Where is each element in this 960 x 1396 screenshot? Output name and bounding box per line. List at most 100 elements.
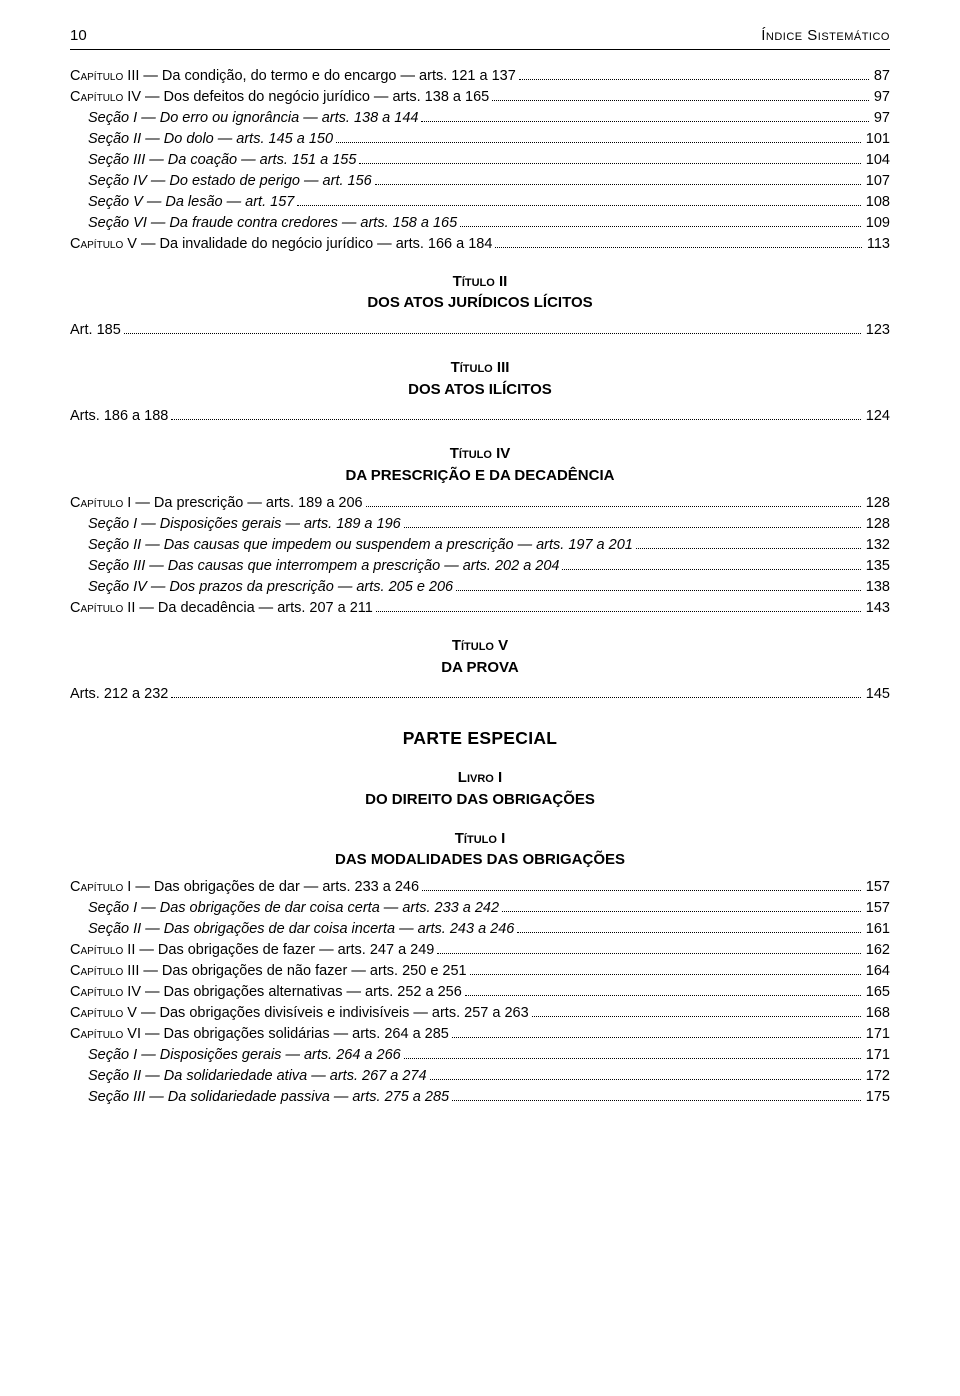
toc-entry: Seção III — Das causas que interrompem a… <box>70 556 890 576</box>
toc-entry-page: 143 <box>864 598 890 618</box>
toc-entry: Art. 185123 <box>70 320 890 340</box>
toc-entry: Capítulo V — Da invalidade do negócio ju… <box>70 234 890 254</box>
toc-entry-label: Seção III — Da coação — arts. 151 a 155 <box>88 150 356 170</box>
toc-entry-label: Seção I — Do erro ou ignorância — arts. … <box>88 108 418 128</box>
toc-entry-page: 164 <box>864 961 890 981</box>
toc-entry: Capítulo V — Das obrigações divisíveis e… <box>70 1003 890 1023</box>
heading-line2: DA PRESCRIÇÃO E DA DECADÊNCIA <box>70 466 890 487</box>
dot-leader <box>562 560 860 569</box>
toc-entry-label: Seção I — Das obrigações de dar coisa ce… <box>88 898 499 918</box>
toc-entry: Capítulo I — Das obrigações de dar — art… <box>70 877 890 897</box>
dot-leader <box>366 497 861 506</box>
dot-leader <box>404 1050 861 1059</box>
dot-leader <box>359 154 860 163</box>
toc-entry-label: Seção V — Da lesão — art. 157 <box>88 192 294 212</box>
toc-block-6: Capítulo I — Das obrigações de dar — art… <box>70 877 890 1107</box>
dot-leader <box>430 1071 861 1080</box>
toc-entry: Capítulo III — Das obrigações de não faz… <box>70 961 890 981</box>
toc-entry-page: 87 <box>872 66 890 86</box>
toc-block-4: Capítulo I — Da prescrição — arts. 189 a… <box>70 493 890 618</box>
heading-titulo-iv: Título IV DA PRESCRIÇÃO E DA DECADÊNCIA <box>70 444 890 486</box>
toc-block-5: Arts. 212 a 232 145 <box>70 684 890 704</box>
toc-entry: Capítulo II — Da decadência — arts. 207 … <box>70 598 890 618</box>
toc-entry: Capítulo III — Da condição, do termo e d… <box>70 66 890 86</box>
toc-entry-page: 108 <box>864 192 890 212</box>
toc-entry: Seção II — Da solidariedade ativa — arts… <box>70 1066 890 1086</box>
dot-leader <box>636 539 861 548</box>
toc-entry-label: Capítulo V — Das obrigações divisíveis e… <box>70 1003 529 1023</box>
toc-entry-page: 97 <box>872 108 890 128</box>
toc-entry-label: Seção II — Da solidariedade ativa — arts… <box>88 1066 427 1086</box>
heading-titulo-v: Título V DA PROVA <box>70 636 890 678</box>
toc-entry-label: Capítulo III — Das obrigações de não faz… <box>70 961 467 981</box>
dot-leader <box>336 133 861 142</box>
toc-entry-page: 135 <box>864 556 890 576</box>
dot-leader <box>502 903 861 912</box>
toc-entry: Seção II — Das obrigações de dar coisa i… <box>70 919 890 939</box>
dot-leader <box>456 581 861 590</box>
heading-line1: Título II <box>70 272 890 293</box>
dot-leader <box>470 966 861 975</box>
toc-entry-label: Capítulo V — Da invalidade do negócio ju… <box>70 234 492 254</box>
dot-leader <box>452 1029 861 1038</box>
heading-titulo-ii: Título II DOS ATOS JURÍDICOS LÍCITOS <box>70 272 890 314</box>
toc-entry-label: Art. 185 <box>70 320 121 340</box>
toc-entry-label: Seção VI — Da fraude contra credores — a… <box>88 213 457 233</box>
dot-leader <box>422 882 861 891</box>
toc-entry-page: 107 <box>864 171 890 191</box>
toc-entry-label: Capítulo VI — Das obrigações solidárias … <box>70 1024 449 1044</box>
heading-line1: Título V <box>70 636 890 657</box>
toc-entry: Seção II — Do dolo — arts. 145 a 150101 <box>70 129 890 149</box>
toc-block-3: Arts. 186 a 188124 <box>70 406 890 426</box>
dot-leader <box>465 987 861 996</box>
toc-entry-page: 165 <box>864 982 890 1002</box>
toc-entry-page: 97 <box>872 87 890 107</box>
header-title: Índice Sistemático <box>761 26 890 47</box>
toc-entry-label: Arts. 186 a 188 <box>70 406 168 426</box>
toc-entry-label: Seção I — Disposições gerais — arts. 264… <box>88 1045 401 1065</box>
dot-leader <box>375 175 861 184</box>
toc-entry-label: Seção III — Da solidariedade passiva — a… <box>88 1087 449 1107</box>
toc-entry-page: 172 <box>864 1066 890 1086</box>
heading-line1: Livro I <box>70 768 890 789</box>
heading-line2: DO DIREITO DAS OBRIGAÇÕES <box>70 790 890 811</box>
page-header: 10 Índice Sistemático <box>70 26 890 50</box>
toc-entry-label: Capítulo IV — Dos defeitos do negócio ju… <box>70 87 489 107</box>
heading-titulo-iii: Título III DOS ATOS ILÍCITOS <box>70 358 890 400</box>
toc-entry-page: 145 <box>864 684 890 704</box>
toc-entry: Seção III — Da coação — arts. 151 a 155 1… <box>70 150 890 170</box>
toc-entry-label: Seção IV — Dos prazos da prescrição — ar… <box>88 577 453 597</box>
toc-entry-page: 171 <box>864 1045 890 1065</box>
toc-entry: Capítulo I — Da prescrição — arts. 189 a… <box>70 493 890 513</box>
toc-entry: Seção VI — Da fraude contra credores — a… <box>70 213 890 233</box>
dot-leader <box>460 217 861 226</box>
toc-entry-label: Arts. 212 a 232 <box>70 684 168 704</box>
heading-line2: DA PROVA <box>70 658 890 679</box>
dot-leader <box>171 689 860 698</box>
dot-leader <box>404 518 861 527</box>
toc-entry-label: Seção III — Das causas que interrompem a… <box>88 556 559 576</box>
heading-line1: Título III <box>70 358 890 379</box>
heading-line2: DAS MODALIDADES DAS OBRIGAÇÕES <box>70 850 890 871</box>
dot-leader <box>437 945 860 954</box>
dot-leader <box>495 238 861 247</box>
dot-leader <box>452 1092 861 1101</box>
toc-entry-label: Capítulo I — Da prescrição — arts. 189 a… <box>70 493 363 513</box>
toc-entry-page: 168 <box>864 1003 890 1023</box>
heading-line1: Título I <box>70 829 890 850</box>
toc-entry-label: Capítulo III — Da condição, do termo e d… <box>70 66 516 86</box>
toc-entry-page: 157 <box>864 877 890 897</box>
toc-block-2: Art. 185123 <box>70 320 890 340</box>
toc-entry-page: 138 <box>864 577 890 597</box>
toc-entry-label: Seção I — Disposições gerais — arts. 189… <box>88 514 401 534</box>
toc-entry-page: 109 <box>864 213 890 233</box>
toc-entry-page: 132 <box>864 535 890 555</box>
toc-entry-page: 104 <box>864 150 890 170</box>
toc-entry-label: Seção II — Das causas que impedem ou sus… <box>88 535 633 555</box>
heading-line1: Título IV <box>70 444 890 465</box>
toc-entry: Seção V — Da lesão — art. 157 108 <box>70 192 890 212</box>
toc-entry: Seção IV — Dos prazos da prescrição — ar… <box>70 577 890 597</box>
heading-line2: DOS ATOS JURÍDICOS LÍCITOS <box>70 293 890 314</box>
toc-entry-label: Capítulo II — Das obrigações de fazer — … <box>70 940 434 960</box>
toc-entry-label: Seção II — Das obrigações de dar coisa i… <box>88 919 514 939</box>
